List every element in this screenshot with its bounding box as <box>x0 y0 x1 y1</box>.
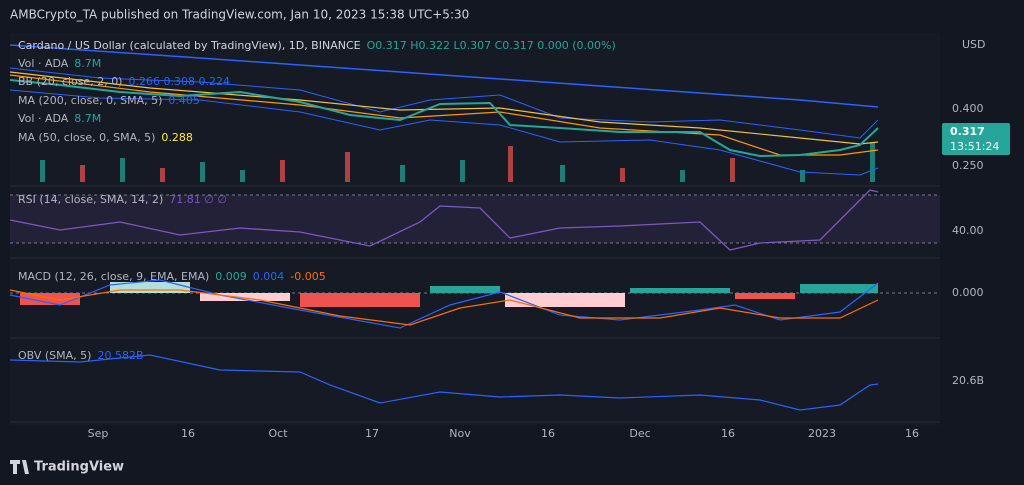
ma-orange <box>9 74 879 156</box>
legend-item: BB (20, close, 2, 0) 0.266 0.308 0.224 <box>18 75 230 88</box>
last-price-badge <box>942 123 1010 155</box>
price-axis-label: 0.400 <box>952 102 984 115</box>
brand-name: TradingView <box>34 460 124 475</box>
symbol-legend: Cardano / US Dollar (calculated by Tradi… <box>18 39 616 52</box>
ma200-line <box>9 44 879 108</box>
legend-value: 0.288 <box>161 131 193 144</box>
macd-histogram <box>20 282 878 307</box>
rsi-legend: RSI (14, close, SMA, 14, 2) 71.81 ∅ ∅ <box>18 193 227 206</box>
rsi-value: 71.81 ∅ ∅ <box>169 193 227 206</box>
macd-value: 0.004 <box>253 270 285 283</box>
time-label: 2023 <box>808 427 836 440</box>
macd-axis-label: 0.000 <box>952 286 984 299</box>
obv-line <box>9 354 879 411</box>
time-label: 17 <box>365 427 379 440</box>
time-label: 16 <box>541 427 555 440</box>
legend-name: Vol · ADA <box>18 57 69 70</box>
time-label: 16 <box>721 427 735 440</box>
obv-legend: OBV (SMA, 5) 20.582B <box>18 349 144 362</box>
rsi-axis-label: 40.00 <box>952 224 984 237</box>
last-price: 0.317 <box>950 125 985 138</box>
time-label: 16 <box>181 427 195 440</box>
legend-name: MA (200, close, 0, SMA, 5) <box>18 94 162 107</box>
legend-name: BB (20, close, 2, 0) <box>18 75 122 88</box>
macd-legend: MACD (12, 26, close, 9, EMA, EMA) 0.009 0.… <box>18 270 326 283</box>
brand-logo <box>10 460 29 474</box>
macd-line <box>9 279 879 329</box>
obv-value: 20.582B <box>97 349 143 362</box>
header-title: AMBCrypto_TA published on TradingView.co… <box>10 8 469 22</box>
legend-value: 8.7M <box>74 57 101 70</box>
bb-upper <box>9 67 879 139</box>
legend-value: 8.7M <box>74 112 101 125</box>
legend-name: MA (50, close, 0, SMA, 5) <box>18 131 155 144</box>
price-axis-label: 0.250 <box>952 159 984 172</box>
bb-lower <box>9 89 879 176</box>
legend-item: Vol · ADA 8.7M <box>18 57 101 70</box>
legend-item: Vol · ADA 8.7M <box>18 112 101 125</box>
time-label: Sep <box>88 427 109 440</box>
rsi-line <box>9 189 879 251</box>
rsi-band <box>10 195 940 243</box>
legend-item: MA (200, close, 0, SMA, 5) 0.405 <box>18 94 200 107</box>
legend-name: Vol · ADA <box>18 112 69 125</box>
time-label: Nov <box>449 427 471 440</box>
ohlc: O0.317 H0.322 L0.307 C0.317 0.000 (0.00%… <box>367 39 616 52</box>
macd-value: 0.009 <box>215 270 247 283</box>
macd-value: -0.005 <box>290 270 325 283</box>
time-label: Dec <box>629 427 650 440</box>
signal-line <box>9 289 879 326</box>
obv-label: OBV (SMA, 5) <box>18 349 91 362</box>
volume-bars <box>40 142 875 182</box>
macd-label: MACD (12, 26, close, 9, EMA, EMA) <box>18 270 209 283</box>
rsi-label: RSI (14, close, SMA, 14, 2) <box>18 193 163 206</box>
time-label: 16 <box>905 427 919 440</box>
countdown: 13:51:24 <box>950 140 999 153</box>
legend-value: 0.405 <box>168 94 200 107</box>
legend-item: MA (50, close, 0, SMA, 5) 0.288 <box>18 131 193 144</box>
currency-label: USD <box>962 38 986 51</box>
obv-axis-label: 20.6B <box>952 374 984 387</box>
symbol: Cardano / US Dollar (calculated by Tradi… <box>18 39 361 52</box>
legend-value: 0.266 0.308 0.224 <box>128 75 229 88</box>
time-label: Oct <box>268 427 288 440</box>
price-path <box>9 79 879 158</box>
